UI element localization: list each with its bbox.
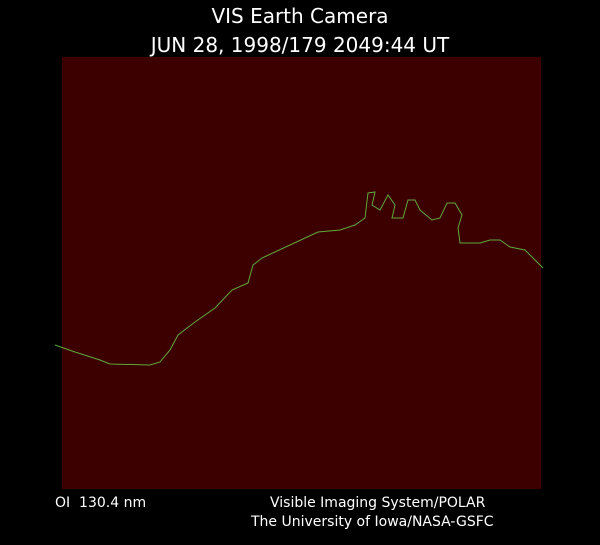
filter-label: OI 130.4 nm <box>55 495 146 511</box>
timestamp: JUN 28, 1998/179 2049:44 UT <box>149 33 450 57</box>
title: VIS Earth Camera <box>211 4 388 28</box>
camera-image <box>62 57 541 489</box>
instrument-label: Visible Imaging System/POLAR <box>270 495 486 511</box>
limb-outline <box>54 191 544 366</box>
institution-label: The University of Iowa/NASA-GSFC <box>250 514 494 530</box>
